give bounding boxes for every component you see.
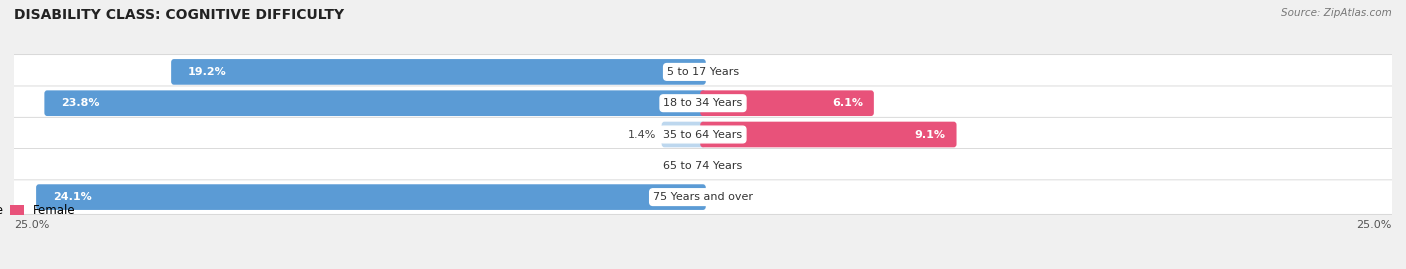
FancyBboxPatch shape (37, 184, 706, 210)
Text: 19.2%: 19.2% (187, 67, 226, 77)
Text: 0.0%: 0.0% (711, 67, 740, 77)
Text: 0.0%: 0.0% (711, 161, 740, 171)
Text: 25.0%: 25.0% (14, 220, 49, 230)
FancyBboxPatch shape (700, 122, 956, 147)
FancyBboxPatch shape (4, 117, 1402, 152)
Text: 1.4%: 1.4% (627, 129, 657, 140)
FancyBboxPatch shape (172, 59, 706, 85)
Text: Source: ZipAtlas.com: Source: ZipAtlas.com (1281, 8, 1392, 18)
FancyBboxPatch shape (4, 86, 1402, 121)
FancyBboxPatch shape (4, 148, 1402, 183)
Text: 23.8%: 23.8% (60, 98, 100, 108)
Text: 25.0%: 25.0% (1357, 220, 1392, 230)
FancyBboxPatch shape (4, 180, 1402, 214)
FancyBboxPatch shape (45, 90, 706, 116)
Text: 35 to 64 Years: 35 to 64 Years (664, 129, 742, 140)
Text: 0.0%: 0.0% (711, 192, 740, 202)
Text: 9.1%: 9.1% (914, 129, 945, 140)
FancyBboxPatch shape (4, 55, 1402, 89)
FancyBboxPatch shape (700, 90, 875, 116)
Text: 0.0%: 0.0% (666, 161, 695, 171)
FancyBboxPatch shape (662, 122, 706, 147)
Text: 75 Years and over: 75 Years and over (652, 192, 754, 202)
Text: 5 to 17 Years: 5 to 17 Years (666, 67, 740, 77)
Text: 24.1%: 24.1% (52, 192, 91, 202)
Text: 18 to 34 Years: 18 to 34 Years (664, 98, 742, 108)
Text: DISABILITY CLASS: COGNITIVE DIFFICULTY: DISABILITY CLASS: COGNITIVE DIFFICULTY (14, 8, 344, 22)
Text: 65 to 74 Years: 65 to 74 Years (664, 161, 742, 171)
Text: 6.1%: 6.1% (832, 98, 863, 108)
Legend: Male, Female: Male, Female (0, 199, 80, 222)
